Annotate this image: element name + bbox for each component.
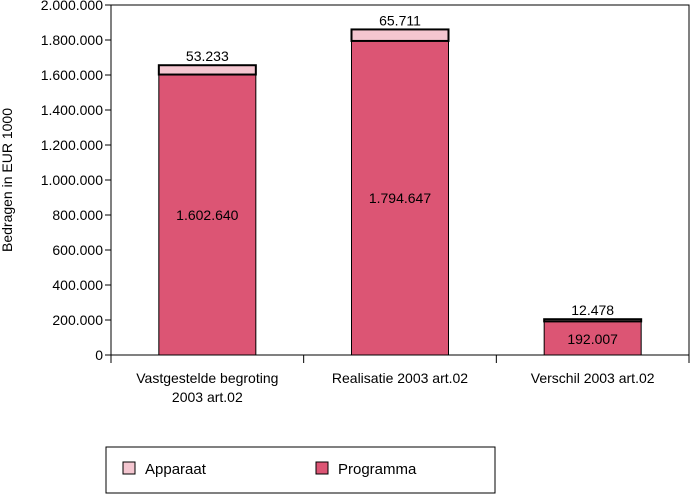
data-label-programma: 1.602.640 (176, 207, 238, 223)
y-tick-label: 200.000 (52, 312, 103, 328)
bars: 1.602.640 53.233 1.794.647 65.711 192.007 12.… (157, 12, 643, 356)
legend-label-programma: Programma (338, 461, 417, 478)
bar-apparaat-1 (157, 64, 257, 76)
y-tick-label: 800.000 (52, 207, 103, 223)
y-tick-label: 0 (95, 347, 103, 363)
legend-label-apparaat: Apparaat (145, 461, 207, 478)
y-axis-label: Bedragen in EUR 1000 (0, 108, 15, 252)
data-label-apparaat: 65.711 (379, 12, 421, 28)
x-tick-label: Verschil 2003 art.02 (531, 370, 655, 386)
legend-box (105, 446, 496, 494)
bar-programma-3 (543, 320, 642, 356)
y-tick-label: 600.000 (52, 242, 103, 258)
y-tick-label: 1.800.000 (41, 32, 103, 48)
x-tick-label: Realisatie 2003 art.02 (332, 370, 468, 386)
legend-swatch-programma (315, 461, 329, 475)
y-tick-label: 2.000.000 (41, 0, 103, 13)
y-tick-label: 1.400.000 (41, 102, 103, 118)
data-label-apparaat: 12.478 (571, 302, 614, 318)
plot-frame (110, 4, 690, 363)
y-axis: 0 200.000 400.000 600.000 800.000 1.000.000 1.… (41, 0, 111, 363)
x-tick-label: 2003 art.02 (172, 389, 243, 405)
data-label-apparaat: 53.233 (186, 48, 229, 64)
y-tick-label: 1.200.000 (41, 137, 103, 153)
plot-border (110, 4, 690, 356)
legend-swatch-apparaat (122, 461, 136, 475)
x-tick-label: Vastgestelde begroting (136, 370, 278, 386)
bar-apparaat-2 (350, 28, 450, 42)
legend: Apparaat Programma (105, 446, 496, 494)
y-tick-label: 400.000 (52, 277, 103, 293)
y-tick-label: 1.000.000 (41, 172, 103, 188)
bar-apparaat-3 (543, 318, 643, 323)
data-label-programma: 192.007 (567, 331, 618, 347)
bar-programma-2 (351, 40, 449, 356)
y-tick-label: 1.600.000 (41, 67, 103, 83)
x-axis: Vastgestelde begroting 2003 art.02 Realisa… (136, 370, 655, 405)
bar-programma-1 (158, 74, 257, 356)
data-label-programma: 1.794.647 (369, 190, 431, 206)
